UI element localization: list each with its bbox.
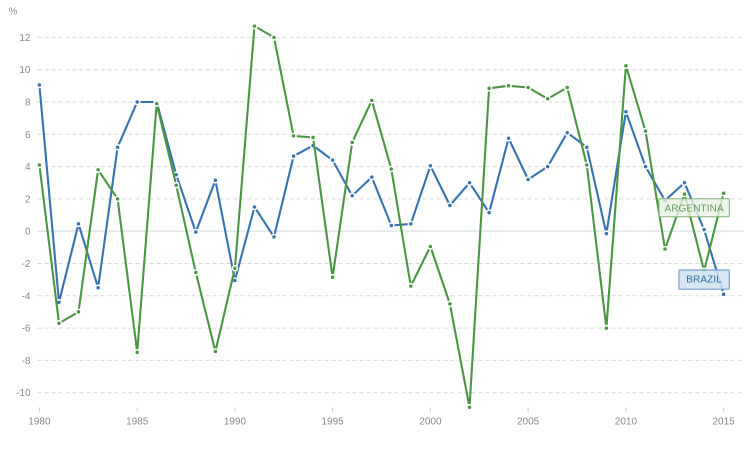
svg-text:-4: -4 <box>22 291 31 302</box>
svg-text:-2: -2 <box>22 259 31 270</box>
svg-text:1985: 1985 <box>126 417 149 428</box>
svg-text:0: 0 <box>25 227 31 238</box>
svg-text:8: 8 <box>25 98 31 109</box>
svg-text:-10: -10 <box>16 388 31 399</box>
svg-text:2000: 2000 <box>419 417 442 428</box>
svg-text:BRAZIL: BRAZIL <box>686 275 722 286</box>
svg-text:1980: 1980 <box>28 417 51 428</box>
svg-text:10: 10 <box>19 65 31 76</box>
svg-text:12: 12 <box>19 33 31 44</box>
svg-text:1990: 1990 <box>224 417 247 428</box>
svg-text:1995: 1995 <box>321 417 344 428</box>
svg-text:ARGENTINA: ARGENTINA <box>664 203 723 214</box>
svg-text:-6: -6 <box>22 324 31 335</box>
svg-text:6: 6 <box>25 130 31 141</box>
svg-text:2015: 2015 <box>712 417 735 428</box>
svg-text:2010: 2010 <box>615 417 638 428</box>
svg-text:2: 2 <box>25 194 31 205</box>
svg-text:4: 4 <box>25 162 31 173</box>
svg-text:-8: -8 <box>22 356 31 367</box>
svg-text:%: % <box>9 7 18 18</box>
svg-text:2005: 2005 <box>517 417 540 428</box>
